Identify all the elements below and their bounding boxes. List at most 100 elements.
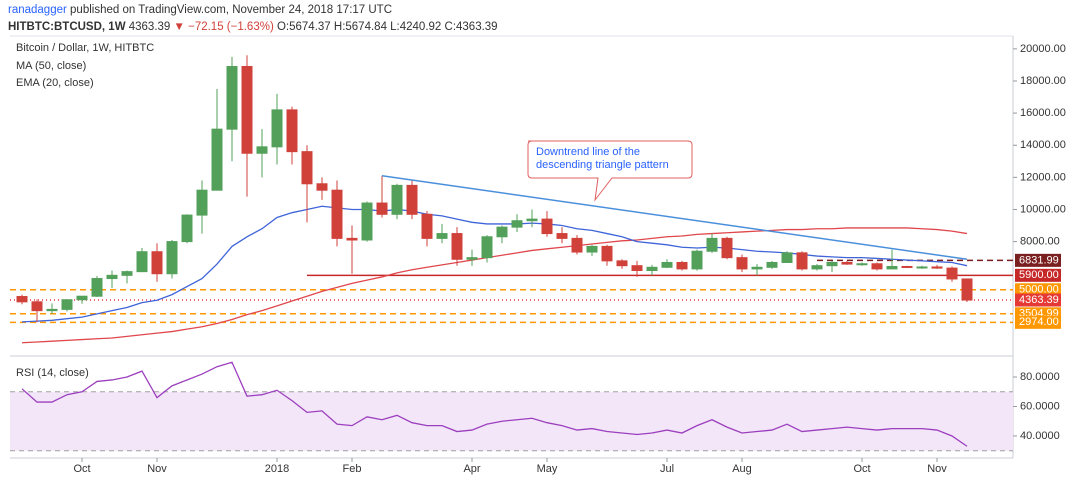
price-label-bg bbox=[1015, 268, 1061, 282]
candle-body bbox=[31, 301, 43, 312]
candle-body bbox=[616, 260, 628, 267]
y-tick-label: 80.0000 bbox=[1020, 371, 1060, 383]
ohlc: O:5674.37 H:5674.84 L:4240.92 C:4363.39 bbox=[277, 21, 498, 33]
candle-body bbox=[901, 265, 913, 268]
candle-body bbox=[76, 295, 88, 301]
candle-body bbox=[361, 202, 373, 241]
price-label-bg bbox=[1015, 283, 1061, 297]
price-label-bg bbox=[1015, 315, 1061, 329]
candle-body bbox=[511, 220, 523, 228]
publish-line: ranadagger published on TradingView.com,… bbox=[8, 4, 392, 16]
candle-body bbox=[346, 237, 358, 241]
legend-ema: EMA (20, close) bbox=[16, 77, 94, 89]
candle-body bbox=[871, 263, 883, 270]
annotation-text: Downtrend line of the bbox=[536, 146, 640, 158]
candle-body bbox=[661, 261, 673, 268]
candle-body bbox=[571, 237, 583, 253]
legend-ma: MA (50, close) bbox=[16, 60, 86, 72]
candle-body bbox=[421, 213, 433, 239]
candle-body bbox=[556, 233, 568, 239]
symbol-line: HITBTC:BTCUSD, 1W 4363.39 ▼ −72.15 (−1.6… bbox=[8, 21, 498, 33]
candle-body bbox=[706, 237, 718, 252]
candle-body bbox=[961, 278, 973, 301]
candle-body bbox=[16, 296, 28, 303]
rsi-title: RSI (14, close) bbox=[16, 367, 89, 379]
candle-body bbox=[331, 189, 343, 239]
price-label-bg bbox=[1015, 253, 1061, 267]
candle-body bbox=[301, 151, 313, 185]
candle-body bbox=[676, 261, 688, 270]
candle-body bbox=[106, 274, 118, 280]
candle-body bbox=[766, 261, 778, 268]
annotation-text: descending triangle pattern bbox=[536, 159, 669, 171]
candle-body bbox=[601, 245, 613, 262]
x-tick-label: Apr bbox=[463, 463, 480, 475]
candle-body bbox=[796, 252, 808, 270]
y-tick-label: 14000.00 bbox=[1020, 139, 1066, 151]
last-price: 4363.39 bbox=[129, 21, 171, 33]
candle-body bbox=[841, 261, 853, 265]
candle-body bbox=[466, 257, 478, 260]
candle-body bbox=[406, 184, 418, 215]
price-label: 6831.99 bbox=[1019, 254, 1059, 266]
x-tick-label: Nov bbox=[147, 463, 167, 475]
y-tick-label: 16000.00 bbox=[1020, 107, 1066, 119]
y-tick-label: 18000.00 bbox=[1020, 75, 1066, 87]
candle-body bbox=[46, 308, 58, 312]
x-tick-label: Nov bbox=[927, 463, 947, 475]
candle-body bbox=[481, 236, 493, 259]
candle-body bbox=[631, 265, 643, 272]
candle-body bbox=[496, 226, 508, 238]
rsi-band bbox=[10, 391, 1013, 451]
author[interactable]: ranadagger bbox=[8, 4, 67, 16]
candle-body bbox=[211, 128, 223, 191]
y-tick-label: 60.0000 bbox=[1020, 400, 1060, 412]
candle-body bbox=[586, 245, 598, 253]
y-tick-label: 12000.00 bbox=[1020, 171, 1066, 183]
x-tick-label: Oct bbox=[853, 463, 870, 475]
candle-body bbox=[691, 250, 703, 270]
candle-body bbox=[646, 266, 658, 272]
candle-body bbox=[451, 233, 463, 260]
price-label: 5900.00 bbox=[1019, 269, 1059, 281]
y-tick-label: 8000.00 bbox=[1020, 236, 1060, 248]
indicator-line bbox=[21, 205, 968, 323]
candle-body bbox=[781, 252, 793, 263]
y-tick-label: 10000.00 bbox=[1020, 203, 1066, 215]
candle-body bbox=[886, 265, 898, 270]
change: ▼ −72.15 (−1.63%) bbox=[174, 21, 274, 33]
candle-body bbox=[376, 202, 388, 215]
candle-body bbox=[811, 265, 823, 270]
candle-body bbox=[91, 278, 103, 297]
callout bbox=[527, 140, 693, 202]
candle-body bbox=[61, 299, 73, 310]
candle-body bbox=[181, 214, 193, 243]
x-tick-label: Feb bbox=[343, 463, 362, 475]
candle-body bbox=[826, 261, 838, 267]
candle-body bbox=[751, 266, 763, 270]
y-tick-label: 20000.00 bbox=[1020, 43, 1066, 55]
candle-body bbox=[316, 183, 328, 191]
candle-body bbox=[286, 109, 298, 153]
candle-body bbox=[736, 257, 748, 270]
candle-body bbox=[541, 218, 553, 235]
candle-body bbox=[916, 266, 928, 269]
rsi-line bbox=[21, 361, 968, 447]
candle-body bbox=[946, 267, 958, 280]
candle-body bbox=[196, 189, 208, 216]
x-tick-label: 2018 bbox=[265, 463, 289, 475]
symbol: HITBTC:BTCUSD, 1W bbox=[8, 21, 126, 33]
x-tick-label: Jul bbox=[660, 463, 674, 475]
y-tick-label: 40.0000 bbox=[1020, 430, 1060, 442]
legend-symbol: Bitcoin / Dollar, 1W, HITBTC bbox=[16, 42, 154, 54]
price-label-bg bbox=[1015, 293, 1061, 307]
candle-body bbox=[856, 263, 868, 266]
price-label: 5000.00 bbox=[1019, 284, 1059, 296]
candle-body bbox=[121, 271, 133, 276]
published: published on TradingView.com, November 2… bbox=[70, 4, 392, 16]
price-label: 4363.39 bbox=[1019, 294, 1059, 306]
candle-body bbox=[721, 237, 733, 259]
candle-body bbox=[271, 109, 283, 148]
x-tick-label: May bbox=[537, 463, 558, 475]
